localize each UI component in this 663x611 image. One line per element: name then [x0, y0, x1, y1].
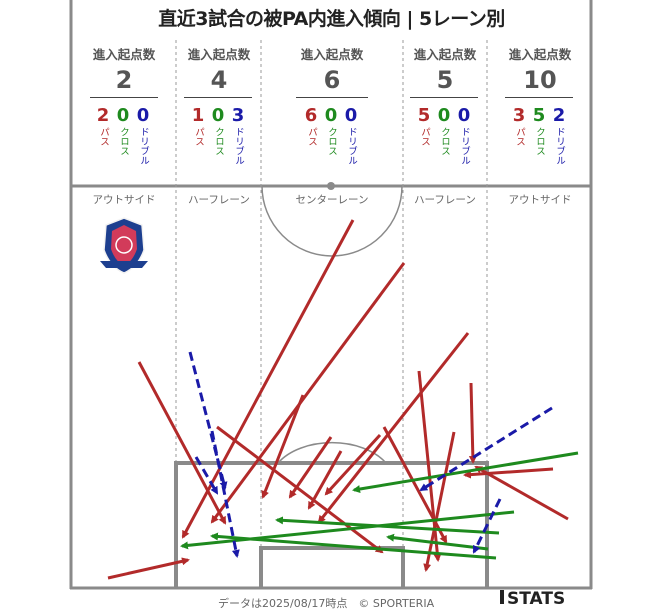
pass-arrow [216, 425, 384, 554]
lane-2-cross: 0 クロス [211, 105, 225, 156]
dribble-arrow [194, 456, 219, 495]
page-title: 直近3試合の被PA内進入傾向 | 5レーン別 [158, 8, 505, 30]
pass-arrow [468, 382, 477, 464]
pass-arrows [107, 219, 569, 580]
pass-arrow [107, 557, 190, 580]
zone-label-outside-right: アウトサイド [508, 194, 572, 206]
lane-5-pass: 3 パス [512, 105, 526, 147]
cross-arrow [275, 516, 500, 535]
zone-label-halflane-right: ハーフレーン [414, 194, 476, 206]
lane-1-total: 2 [115, 66, 133, 94]
center-spot [327, 182, 335, 190]
lane-5-header: 進入起点数 [508, 47, 572, 62]
pass-arrow [324, 433, 382, 496]
pass-arrow [463, 467, 554, 479]
lane-1-pass: 2 パス [96, 105, 110, 147]
pass-arrow [137, 361, 227, 525]
pass-arrow [288, 436, 333, 499]
lane-3-pass: 6 パス [304, 105, 318, 147]
pass-arrow [261, 394, 305, 499]
pass-arrow [307, 450, 343, 510]
lane-3-rule [296, 97, 368, 98]
pass-arrow [210, 262, 406, 524]
lane-1-dribble: 0 ドリブル [136, 105, 150, 166]
cross-arrow [210, 532, 497, 560]
lane-2-pass: 1 パス [191, 105, 205, 147]
dribble-arrow [472, 498, 502, 554]
dribble-arrows [188, 351, 553, 558]
goal-area [259, 546, 405, 588]
lane-2-rule [184, 97, 252, 98]
cross-arrow [180, 510, 515, 550]
lane-5-cross: 5 クロス [532, 105, 546, 156]
lane-3-header: 進入起点数 [300, 47, 364, 62]
lane-4-dribble: 0 ドリブル [457, 105, 471, 166]
dribble-arrow [210, 430, 240, 558]
lane-5-dribble: 2 ドリブル [552, 105, 566, 166]
zone-label-outside-left: アウトサイド [92, 194, 156, 206]
lane-4-rule [410, 97, 478, 98]
dribble-arrow [419, 406, 553, 492]
lane-4-cross: 0 クロス [437, 105, 451, 156]
lane-2-dribble: 3 ドリブル [231, 105, 245, 166]
lane-5-rule [505, 97, 573, 98]
lane-1-rule [90, 97, 158, 98]
pass-arrow [474, 465, 569, 521]
zone-label-halflane-left: ハーフレーン [188, 194, 250, 206]
lane-4-header: 進入起点数 [413, 47, 477, 62]
pass-arrow [382, 426, 448, 544]
cross-arrow [386, 533, 489, 551]
stats-mark-icon [500, 590, 504, 604]
zone-label-center: センターレーン [295, 194, 369, 206]
lane-2-total: 4 [210, 66, 228, 94]
lane-1-header: 進入起点数 [92, 47, 156, 62]
pass-arrow [181, 219, 355, 539]
club-crest-icon [100, 217, 148, 274]
brand-logo: STATS [500, 589, 565, 609]
pass-arrow [423, 431, 456, 572]
lane-5-total: 10 [523, 66, 557, 94]
lane-3-dribble: 0 ドリブル [344, 105, 358, 166]
lane-2-header: 進入起点数 [187, 47, 251, 62]
lane-3-total: 6 [323, 66, 341, 94]
lane-1-cross: 0 クロス [116, 105, 130, 156]
cross-arrow [352, 451, 579, 493]
footer-note: データは2025/08/17時点 © SPORTERIA [218, 597, 435, 610]
lane-3-cross: 0 クロス [324, 105, 338, 156]
pass-arrow [317, 332, 470, 524]
brand-text: STATS [507, 589, 566, 609]
cross-arrows [180, 451, 579, 560]
lane-4-pass: 5 パス [417, 105, 431, 147]
penalty-arc [277, 441, 387, 464]
lane-4-total: 5 [436, 66, 454, 94]
